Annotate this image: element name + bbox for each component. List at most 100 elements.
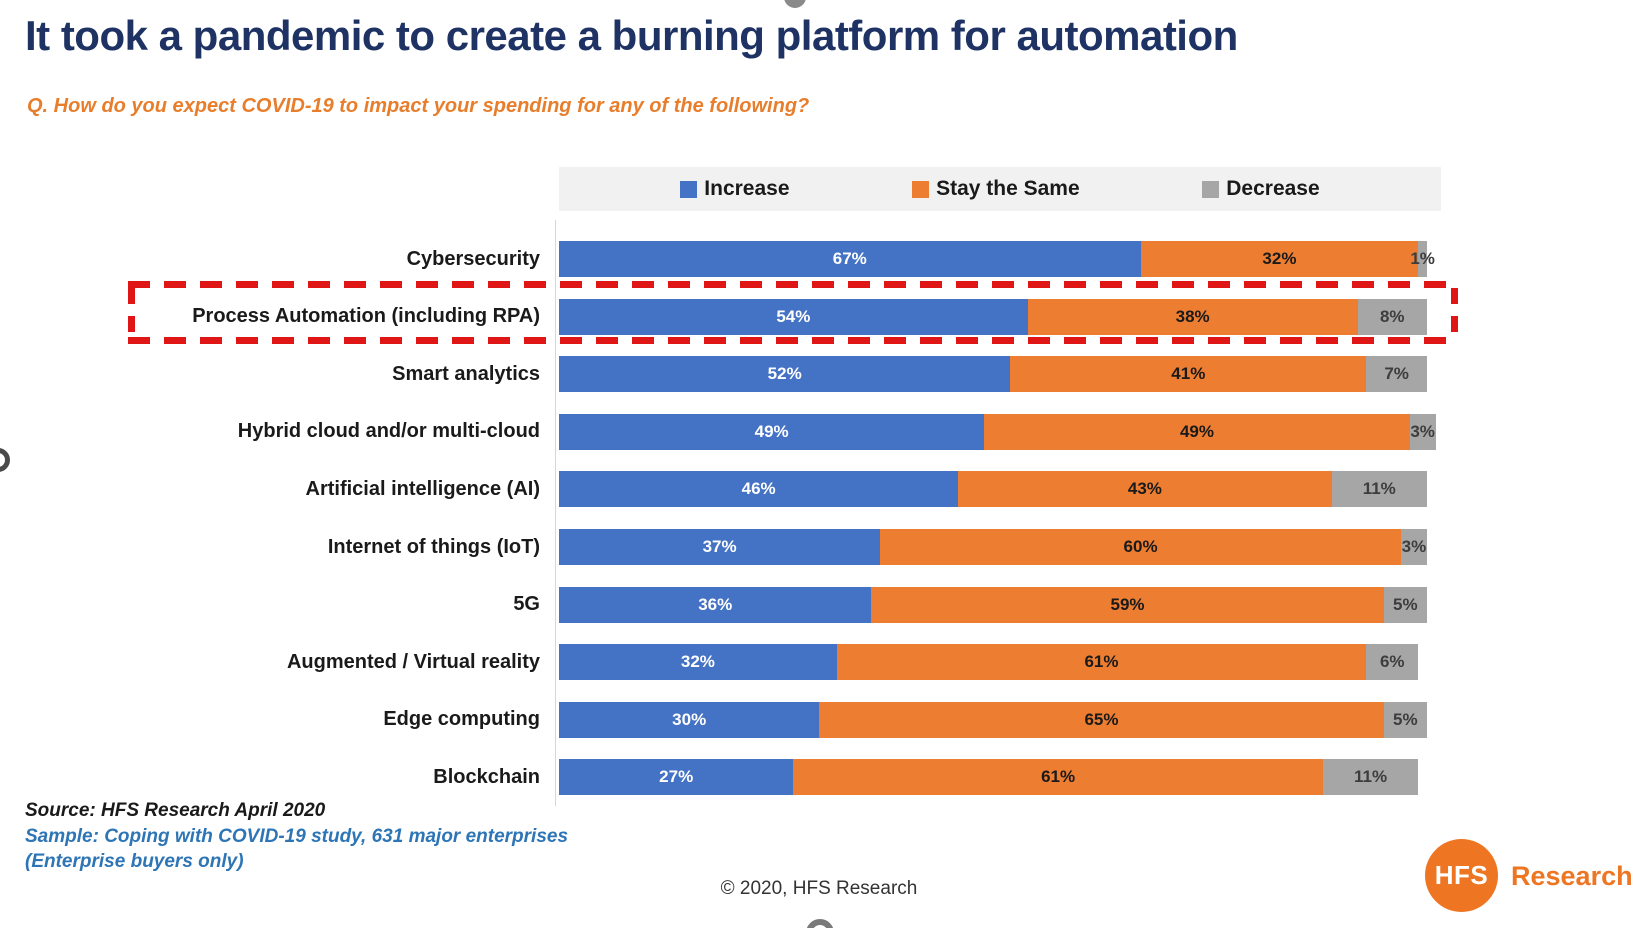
bar-value-label: 7% xyxy=(1384,364,1409,384)
bar-segment-stay-the-same: 60% xyxy=(880,529,1401,565)
bar-value-label: 6% xyxy=(1379,652,1405,672)
bar-segment-increase: 67% xyxy=(559,241,1141,277)
legend-label: Decrease xyxy=(1226,177,1320,200)
bar-segment-decrease: 5% xyxy=(1383,586,1427,623)
legend-swatch-icon xyxy=(1202,180,1220,198)
sample-text: Sample: Coping with COVID-19 study, 631 … xyxy=(25,826,569,847)
bar-value-label: 5% xyxy=(1392,709,1418,729)
bar-row: Internet of things (IoT) 37% 60% 3% xyxy=(0,529,1638,565)
bar-segment-stay-the-same: 43% xyxy=(958,471,1332,508)
bar-row: Process Automation (including RPA) 54% 38%… xyxy=(0,298,1638,335)
bar-segment-decrease: 11% xyxy=(1331,471,1427,508)
chart-legend: Increase Stay the Same Decrease xyxy=(559,167,1441,211)
hfs-research-logo: HFS Research xyxy=(1425,839,1635,913)
stacked-bar: 32% 61% 6% xyxy=(559,644,1419,681)
legend-item-decrease: Decrease xyxy=(1202,177,1320,201)
bar-row: Hybrid cloud and/or multi-cloud 49% 49% 3% xyxy=(0,413,1638,450)
category-label: Hybrid cloud and/or multi-cloud xyxy=(237,420,540,443)
bar-value-label: 11% xyxy=(1354,767,1388,787)
stacked-bar: 49% 49% 3% xyxy=(559,413,1436,450)
bar-segment-increase: 37% xyxy=(559,529,881,565)
bar-segment-stay-the-same: 61% xyxy=(836,644,1367,681)
stacked-bar: 52% 41% 7% xyxy=(559,356,1427,393)
page-title: It took a pandemic to create a burning p… xyxy=(25,12,1238,59)
stacked-bar: 30% 65% 5% xyxy=(559,701,1427,738)
bar-value-label: 36% xyxy=(698,594,733,614)
bar-row: Smart analytics 52% 41% 7% xyxy=(0,356,1638,393)
bar-segment-decrease: 11% xyxy=(1322,759,1419,796)
category-label: Smart analytics xyxy=(392,362,540,385)
bar-value-label: 49% xyxy=(1179,421,1214,441)
stacked-bar: 37% 60% 3% xyxy=(559,529,1427,565)
bar-segment-increase: 27% xyxy=(559,759,794,796)
bar-segment-increase: 32% xyxy=(559,644,837,681)
bar-value-label: 32% xyxy=(680,652,715,672)
bar-segment-stay-the-same: 49% xyxy=(984,413,1410,450)
bar-value-label: 54% xyxy=(776,306,811,326)
bar-value-label: 37% xyxy=(702,537,737,556)
stacked-bar: 36% 59% 5% xyxy=(559,586,1427,623)
bar-value-label: 49% xyxy=(754,421,789,441)
bar-value-label: 52% xyxy=(767,364,802,384)
y-axis-line xyxy=(555,220,556,806)
sample-text-2: (Enterprise buyers only) xyxy=(25,851,244,872)
bar-value-label: 38% xyxy=(1175,306,1210,326)
category-label: Cybersecurity xyxy=(406,247,540,270)
bar-row: Edge computing 30% 65% 5% xyxy=(0,701,1638,738)
legend-item-stay-the-same: Stay the Same xyxy=(912,177,1080,201)
bar-segment-stay-the-same: 38% xyxy=(1027,298,1358,335)
cropped-handle-icon xyxy=(784,0,806,8)
bar-segment-stay-the-same: 61% xyxy=(793,759,1323,796)
category-label: Blockchain xyxy=(433,765,540,788)
stacked-bar-chart: Cybersecurity 67% 32% 1% Process Automation … xyxy=(0,220,1638,806)
bar-row: Artificial intelligence (AI) 46% 43% 11% xyxy=(0,471,1638,508)
stacked-bar: 67% 32% 1% xyxy=(559,241,1435,277)
bar-value-label: 41% xyxy=(1171,364,1206,384)
category-label: Internet of things (IoT) xyxy=(327,535,540,558)
hfs-logo-wordmark: Research xyxy=(1511,861,1633,891)
bar-value-label: 8% xyxy=(1379,306,1405,326)
question-subtitle: Q. How do you expect COVID-19 to impact … xyxy=(27,95,810,117)
bar-value-label: 3% xyxy=(1401,537,1427,556)
category-label: Artificial intelligence (AI) xyxy=(305,477,540,500)
bar-value-label: 1% xyxy=(1410,249,1435,268)
bar-segment-decrease: 8% xyxy=(1357,298,1427,335)
bar-segment-decrease: 7% xyxy=(1366,356,1427,393)
legend-label: Increase xyxy=(704,177,790,200)
bar-value-label: 30% xyxy=(672,709,707,729)
bar-row: 5G 36% 59% 5% xyxy=(0,586,1638,623)
bar-value-label: 67% xyxy=(832,249,867,268)
legend-item-increase: Increase xyxy=(680,177,790,201)
bar-value-label: 60% xyxy=(1123,537,1158,556)
bar-value-label: 61% xyxy=(1084,652,1119,672)
bar-value-label: 27% xyxy=(659,767,694,787)
bar-segment-increase: 54% xyxy=(559,298,1028,335)
bar-value-label: 3% xyxy=(1410,421,1435,441)
bar-segment-stay-the-same: 59% xyxy=(871,586,1384,623)
bar-segment-increase: 46% xyxy=(559,471,959,508)
bar-segment-decrease: 3% xyxy=(1409,413,1436,450)
stacked-bar: 54% 38% 8% xyxy=(559,298,1427,335)
category-label: Edge computing xyxy=(383,708,540,731)
source-text: Source: HFS Research April 2020 xyxy=(25,800,326,821)
legend-label: Stay the Same xyxy=(936,177,1080,200)
legend-swatch-icon xyxy=(680,180,698,198)
cropped-handle-ring-icon xyxy=(806,919,834,928)
hfs-logo-circle: HFS xyxy=(1425,839,1498,912)
bar-segment-decrease: 1% xyxy=(1410,241,1435,277)
bar-segment-decrease: 6% xyxy=(1366,644,1419,681)
stacked-bar: 27% 61% 11% xyxy=(559,759,1419,796)
bar-value-label: 59% xyxy=(1110,594,1145,614)
bar-segment-decrease: 5% xyxy=(1383,701,1427,738)
bar-value-label: 5% xyxy=(1392,594,1418,614)
copyright-text: © 2020, HFS Research xyxy=(720,878,918,899)
bar-value-label: 61% xyxy=(1041,767,1076,787)
bar-segment-increase: 49% xyxy=(559,413,985,450)
category-label: 5G xyxy=(513,593,540,616)
cropped-edge-mark-icon xyxy=(0,448,10,472)
bar-value-label: 43% xyxy=(1127,479,1162,499)
bar-row: Cybersecurity 67% 32% 1% xyxy=(0,241,1638,277)
bar-row: Blockchain 27% 61% 11% xyxy=(0,759,1638,796)
bar-segment-increase: 52% xyxy=(559,356,1011,393)
